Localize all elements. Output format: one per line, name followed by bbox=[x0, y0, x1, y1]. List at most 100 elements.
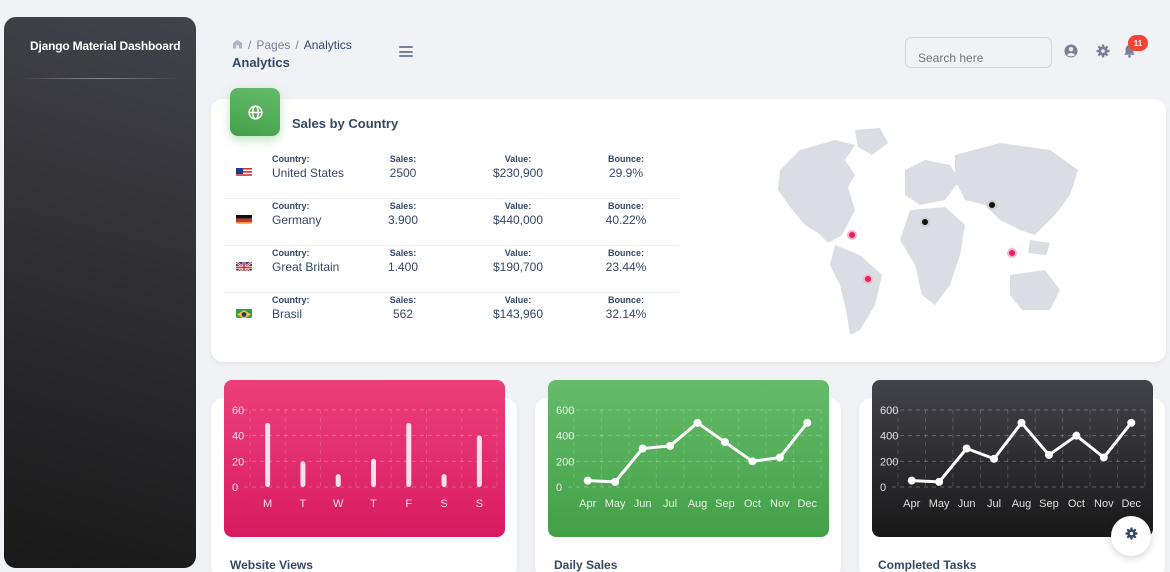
country-value: Brasil bbox=[272, 307, 303, 321]
value-cell: Value: $143,960 bbox=[478, 293, 558, 322]
sales-label: Sales: bbox=[389, 295, 417, 305]
north-america bbox=[778, 140, 855, 243]
country-value: Germany bbox=[272, 213, 322, 227]
value-value: $230,900 bbox=[492, 166, 544, 180]
home-icon[interactable] bbox=[232, 38, 243, 52]
settings-icon[interactable] bbox=[1096, 44, 1110, 58]
table-row: Country: United States Sales: 2500 Value: $23… bbox=[223, 152, 679, 199]
value-cell: Value: $230,900 bbox=[478, 152, 558, 181]
value-value: $440,000 bbox=[492, 213, 544, 227]
x-tick-label: Oct bbox=[1068, 498, 1085, 510]
data-point bbox=[990, 454, 999, 463]
australia bbox=[1010, 270, 1060, 310]
greenland bbox=[855, 128, 888, 155]
breadcrumb-separator: / bbox=[295, 38, 299, 52]
sales-value: 3.900 bbox=[387, 213, 419, 227]
bar bbox=[265, 422, 271, 487]
data-point bbox=[1044, 450, 1053, 459]
data-point bbox=[1099, 453, 1108, 462]
y-tick-label: 60 bbox=[232, 405, 244, 417]
chart-background bbox=[548, 380, 829, 537]
europe bbox=[905, 160, 960, 205]
sales-by-country-card bbox=[211, 99, 1166, 362]
y-tick-label: 200 bbox=[880, 456, 898, 468]
notification-badge: 11 bbox=[1128, 35, 1148, 51]
y-tick-label: 600 bbox=[556, 405, 574, 417]
bounce-value: 32.14% bbox=[605, 307, 647, 321]
country-cell: Country: Great Britain bbox=[272, 246, 339, 275]
daily-sales-chart: 0 200 400 600 Apr May Jun Jul Aug Sep Oct Nov Dec bbox=[548, 380, 829, 537]
y-tick-label: 200 bbox=[556, 456, 574, 468]
asia bbox=[955, 143, 1078, 235]
x-tick-label: Jun bbox=[634, 498, 652, 510]
globe-icon bbox=[230, 88, 280, 136]
menu-icon[interactable] bbox=[399, 46, 413, 57]
x-tick-label: Aug bbox=[688, 498, 708, 510]
brand-name[interactable]: Django Material Dashboard bbox=[30, 39, 181, 53]
breadcrumb-pages[interactable]: Pages bbox=[256, 38, 291, 52]
sales-label: Sales: bbox=[389, 248, 417, 258]
islands bbox=[1028, 240, 1050, 255]
y-tick-label: 40 bbox=[232, 431, 244, 443]
data-point bbox=[935, 477, 944, 486]
x-tick-label: F bbox=[405, 498, 412, 510]
x-tick-label: T bbox=[300, 498, 307, 510]
country-cell: Country: United States bbox=[272, 152, 344, 181]
world-map bbox=[778, 128, 1078, 335]
bounce-value: 40.22% bbox=[605, 213, 647, 227]
value-label: Value: bbox=[504, 295, 532, 305]
x-tick-label: Sep bbox=[715, 498, 735, 510]
africa bbox=[900, 207, 965, 305]
x-tick-label: Sep bbox=[1039, 498, 1059, 510]
account-circle-icon[interactable] bbox=[1064, 44, 1078, 58]
value-value: $190,700 bbox=[492, 260, 544, 274]
bounce-value: 29.9% bbox=[608, 166, 644, 180]
value-label: Value: bbox=[504, 201, 532, 211]
x-tick-label: Apr bbox=[579, 498, 596, 510]
sales-cell: Sales: 562 bbox=[373, 293, 433, 322]
configurator-button[interactable] bbox=[1111, 516, 1151, 556]
bounce-label: Bounce: bbox=[608, 295, 644, 305]
x-tick-label: W bbox=[333, 498, 344, 510]
bar bbox=[441, 474, 447, 487]
sales-card-title: Sales by Country bbox=[292, 116, 399, 131]
value-cell: Value: $190,700 bbox=[478, 246, 558, 275]
sales-cell: Sales: 1.400 bbox=[373, 246, 433, 275]
data-point bbox=[775, 453, 784, 462]
x-tick-label: Nov bbox=[1094, 498, 1114, 510]
sidebar: Django Material Dashboard bbox=[4, 17, 196, 568]
flag-icon bbox=[236, 260, 252, 271]
country-label: Country: bbox=[272, 295, 310, 305]
x-tick-label: Jul bbox=[987, 498, 1001, 510]
chart-svg: 0 20 40 60 M T W T F S S bbox=[224, 380, 505, 537]
bar bbox=[371, 458, 376, 487]
search-input[interactable] bbox=[905, 37, 1052, 68]
website-views-title: Website Views bbox=[230, 558, 313, 572]
value-label: Value: bbox=[504, 248, 532, 258]
country-label: Country: bbox=[272, 154, 310, 164]
breadcrumb: / Pages / Analytics bbox=[232, 38, 352, 52]
data-point bbox=[1072, 431, 1081, 440]
value-label: Value: bbox=[504, 154, 532, 164]
website-views-chart: 0 20 40 60 M T W T F S S bbox=[224, 380, 505, 537]
bar bbox=[476, 435, 482, 487]
x-tick-label: Jul bbox=[663, 498, 677, 510]
flag-icon bbox=[236, 213, 252, 224]
y-tick-label: 0 bbox=[556, 482, 562, 494]
sales-cell: Sales: 2500 bbox=[373, 152, 433, 181]
bounce-label: Bounce: bbox=[608, 248, 644, 258]
bounce-value: 23.44% bbox=[605, 260, 647, 274]
y-tick-label: 0 bbox=[880, 482, 886, 494]
country-value: Great Britain bbox=[272, 260, 340, 274]
country-value: United States bbox=[272, 166, 345, 180]
data-point bbox=[666, 441, 675, 450]
x-tick-label: M bbox=[263, 498, 272, 510]
bar bbox=[335, 474, 341, 487]
completed-tasks-chart: 0 200 400 600 Apr May Jun Jul Aug Sep Oct Nov Dec bbox=[872, 380, 1153, 537]
bar bbox=[406, 422, 412, 487]
chart-background bbox=[224, 380, 505, 537]
sales-label: Sales: bbox=[389, 201, 417, 211]
x-tick-label: Jun bbox=[958, 498, 976, 510]
sales-label: Sales: bbox=[389, 154, 417, 164]
sidebar-divider bbox=[20, 78, 180, 79]
